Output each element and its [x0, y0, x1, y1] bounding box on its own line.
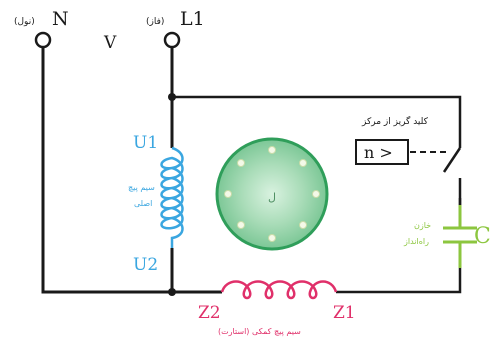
main-winding-caption-line2: اصلی: [134, 199, 152, 208]
centrifugal-switch-caption: کلید گریز از مرکز: [361, 115, 429, 127]
main-winding-bottom-label: U2: [133, 255, 158, 275]
rotor-label: ل: [268, 191, 276, 204]
junction-top: [168, 93, 176, 101]
capacitor-label: C: [474, 224, 491, 249]
phase-label: L1: [180, 8, 205, 30]
aux-winding-coil: [220, 280, 338, 300]
aux-winding-caption: سیم پیچ کمکی (استارت): [218, 327, 301, 336]
neutral-sublabel: (نول): [14, 17, 35, 27]
neutral-label: N: [52, 8, 69, 30]
rotor-bars: [224, 146, 320, 242]
aux-winding-right-label: Z1: [333, 303, 356, 323]
capacitor-plates: [443, 205, 477, 268]
centrifugal-switch-contact: [442, 147, 462, 205]
junction-bottom: [168, 288, 176, 296]
phase-sublabel: (فاز): [146, 17, 164, 27]
main-winding-coil: [160, 146, 184, 248]
speed-sensor-text: n >: [364, 143, 393, 162]
voltage-label: V: [103, 33, 117, 53]
capacitor-caption-line2: راه‌انداز: [403, 237, 429, 246]
main-winding-caption-line1: سیم پیچ: [128, 183, 155, 192]
capacitor-caption-line1: خازن: [414, 221, 431, 230]
main-winding-top-label: U1: [133, 133, 158, 153]
top-rail-wire: [172, 95, 462, 148]
speed-sensor-box: [355, 139, 409, 165]
bottom-right-wire: [336, 268, 462, 294]
phase-terminal[interactable]: [163, 31, 181, 49]
neutral-terminal[interactable]: [34, 31, 52, 49]
aux-winding-left-label: Z2: [198, 303, 221, 323]
rotor: [215, 137, 329, 251]
neutral-wire: [41, 48, 172, 294]
